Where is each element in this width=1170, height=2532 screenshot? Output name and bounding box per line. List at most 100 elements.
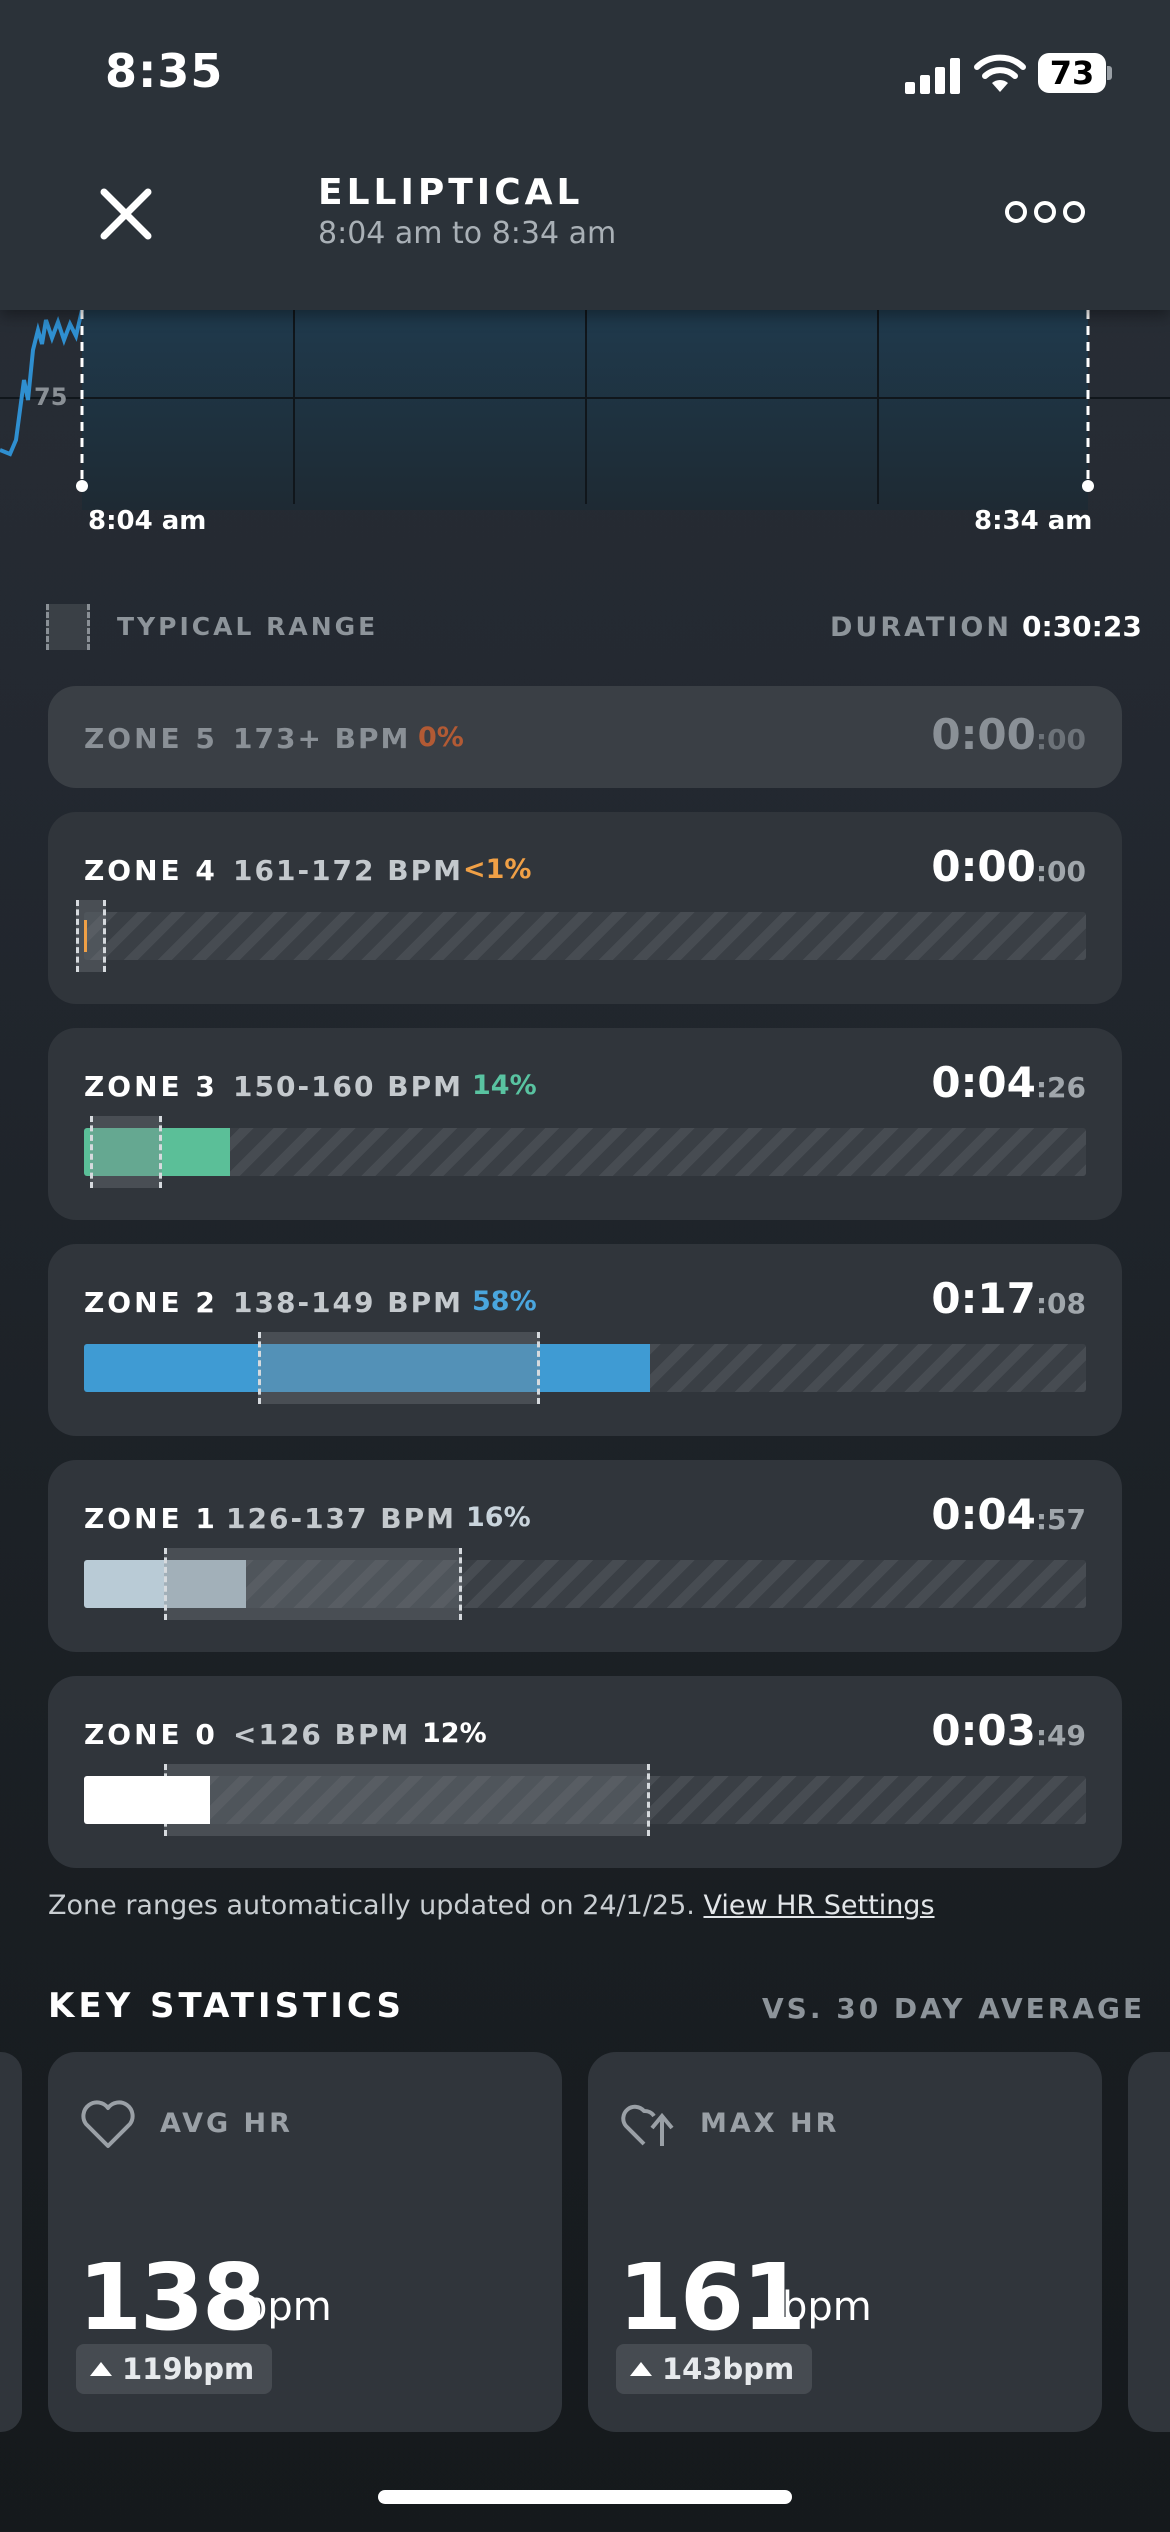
page-subtitle: 8:04 am to 8:34 am bbox=[318, 216, 617, 251]
chart-start-time: 8:04 am bbox=[88, 506, 207, 536]
zone-name: ZONE 4 bbox=[84, 854, 218, 887]
heart-up-icon bbox=[621, 2104, 674, 2146]
end-marker-dot bbox=[1082, 480, 1094, 492]
zone-time-minutes: 0:03 bbox=[931, 1706, 1036, 1755]
zone-bar-fill bbox=[84, 920, 87, 952]
stat-card-max-hr[interactable]: MAX HR 161 bpm 143bpm bbox=[588, 2052, 1102, 2432]
zone-time-seconds: :57 bbox=[1035, 1503, 1086, 1536]
zone-time: 0:04:57 bbox=[931, 1490, 1086, 1539]
page-title: ELLIPTICAL bbox=[318, 172, 584, 213]
close-icon[interactable] bbox=[90, 178, 162, 250]
chart-end-time: 8:34 am bbox=[974, 506, 1093, 536]
zone-percent: <1% bbox=[463, 854, 532, 885]
y-tick-label: 75 bbox=[34, 383, 67, 411]
header: 8:35 73 ELLIPTICAL 8:04 am to 8:34 am bbox=[0, 0, 1170, 310]
zone-bar-track bbox=[84, 1332, 1086, 1404]
zone-bar-track bbox=[84, 1548, 1086, 1620]
zone-name: ZONE 2 bbox=[84, 1286, 218, 1319]
typical-range-marker bbox=[164, 1764, 650, 1836]
typical-range-swatch bbox=[46, 604, 90, 650]
stat-value: 161 bbox=[618, 2244, 806, 2351]
typical-range-label: TYPICAL RANGE bbox=[117, 612, 379, 641]
battery-icon: 73 bbox=[1038, 53, 1112, 93]
zone-card-5[interactable]: ZONE 5 173+ BPM 0% 0:00:00 bbox=[48, 686, 1122, 788]
zone-time: 0:00:00 bbox=[931, 710, 1086, 759]
zone-time: 0:04:26 bbox=[931, 1058, 1086, 1107]
zone-percent: 58% bbox=[472, 1286, 537, 1317]
stat-card-avg-hr[interactable]: AVG HR 138 bpm 119bpm bbox=[48, 2052, 562, 2432]
zone-time-seconds: :49 bbox=[1035, 1719, 1086, 1752]
stat-label: MAX HR bbox=[700, 2108, 840, 2139]
stat-label: AVG HR bbox=[160, 2108, 293, 2139]
home-indicator[interactable] bbox=[378, 2490, 792, 2504]
duration-label: DURATION bbox=[830, 612, 1012, 643]
zone-time-seconds: :00 bbox=[1035, 855, 1086, 888]
zone-time: 0:00:00 bbox=[931, 842, 1086, 891]
battery-level: 73 bbox=[1049, 54, 1095, 92]
zone-bar-fill bbox=[84, 1128, 230, 1176]
zone-time-seconds: :08 bbox=[1035, 1287, 1086, 1320]
heart-rate-chart: 75 bbox=[0, 310, 1170, 510]
zone-bpm: 138-149 BPM bbox=[233, 1286, 463, 1319]
stat-comparison-badge: 119bpm bbox=[76, 2344, 273, 2394]
zone-bpm: 173+ BPM bbox=[233, 722, 411, 755]
zone-card-4[interactable]: ZONE 4 161-172 BPM <1% 0:00:00 bbox=[48, 812, 1122, 1004]
stat-comparison-badge: 143bpm bbox=[616, 2344, 813, 2394]
wifi-icon bbox=[974, 54, 1026, 92]
zone-card-1[interactable]: ZONE 1 126-137 BPM 16% 0:04:57 bbox=[48, 1460, 1122, 1652]
zone-bar-fill bbox=[84, 1344, 650, 1392]
zone-percent: 14% bbox=[472, 1070, 537, 1101]
zone-card-2[interactable]: ZONE 2 138-149 BPM 58% 0:17:08 bbox=[48, 1244, 1122, 1436]
comparison-label: VS. 30 DAY AVERAGE bbox=[762, 1992, 1146, 2025]
stat-unit: bpm bbox=[242, 2284, 332, 2330]
start-marker-dot bbox=[76, 480, 88, 492]
zone-time: 0:17:08 bbox=[931, 1274, 1086, 1323]
zone-bpm: 161-172 BPM bbox=[233, 854, 463, 887]
up-arrow-icon bbox=[90, 2362, 112, 2376]
view-hr-settings-link[interactable]: View HR Settings bbox=[703, 1890, 935, 1921]
zone-name: ZONE 0 bbox=[84, 1718, 218, 1751]
stat-card-partial[interactable] bbox=[1128, 2052, 1170, 2432]
heart-icon bbox=[81, 2100, 135, 2148]
stat-value: 138 bbox=[78, 2244, 266, 2351]
zone-time-minutes: 0:04 bbox=[931, 1058, 1036, 1107]
zone-bpm: <126 BPM bbox=[233, 1718, 411, 1751]
zone-note-text: Zone ranges automatically updated on 24/… bbox=[48, 1890, 695, 1921]
key-statistics-title: KEY STATISTICS bbox=[48, 1986, 405, 2026]
zone-update-note: Zone ranges automatically updated on 24/… bbox=[48, 1890, 935, 1921]
status-time: 8:35 bbox=[105, 44, 224, 98]
cellular-signal-icon bbox=[905, 58, 960, 94]
zone-time-minutes: 0:04 bbox=[931, 1490, 1036, 1539]
stat-card-partial[interactable] bbox=[0, 2052, 22, 2432]
zone-time-seconds: :00 bbox=[1035, 723, 1086, 756]
typical-range-marker bbox=[258, 1332, 540, 1404]
zone-time-minutes: 0:00 bbox=[931, 842, 1036, 891]
stat-comparison-value: 143bpm bbox=[662, 2352, 795, 2386]
zone-bpm: 126-137 BPM bbox=[226, 1502, 456, 1535]
zone-card-3[interactable]: ZONE 3 150-160 BPM 14% 0:04:26 bbox=[48, 1028, 1122, 1220]
zone-bpm: 150-160 BPM bbox=[233, 1070, 463, 1103]
typical-range-marker bbox=[76, 900, 106, 972]
more-options-icon[interactable] bbox=[1000, 196, 1090, 228]
zone-time-minutes: 0:17 bbox=[931, 1274, 1036, 1323]
stat-comparison-value: 119bpm bbox=[122, 2352, 255, 2386]
typical-range-marker bbox=[90, 1116, 162, 1188]
zone-name: ZONE 5 bbox=[84, 722, 218, 755]
zone-percent: 12% bbox=[422, 1718, 487, 1749]
heart-rate-line bbox=[0, 310, 84, 457]
zone-bar-track bbox=[76, 900, 1086, 972]
zone-bar-track bbox=[84, 1764, 1086, 1836]
zone-percent: 16% bbox=[466, 1502, 531, 1533]
zone-name: ZONE 3 bbox=[84, 1070, 218, 1103]
zone-percent: 0% bbox=[418, 722, 464, 753]
zone-bar-track bbox=[84, 1116, 1086, 1188]
up-arrow-icon bbox=[630, 2362, 652, 2376]
zone-bar-fill bbox=[84, 1776, 210, 1824]
typical-range-marker bbox=[164, 1548, 462, 1620]
zone-name: ZONE 1 bbox=[84, 1502, 218, 1535]
zone-card-0[interactable]: ZONE 0 <126 BPM 12% 0:03:49 bbox=[48, 1676, 1122, 1868]
chart-canvas: 75 bbox=[0, 310, 1170, 510]
zone-time-seconds: :26 bbox=[1035, 1071, 1086, 1104]
stat-unit: bpm bbox=[782, 2284, 872, 2330]
duration-value: 0:30:23 bbox=[1022, 610, 1142, 643]
